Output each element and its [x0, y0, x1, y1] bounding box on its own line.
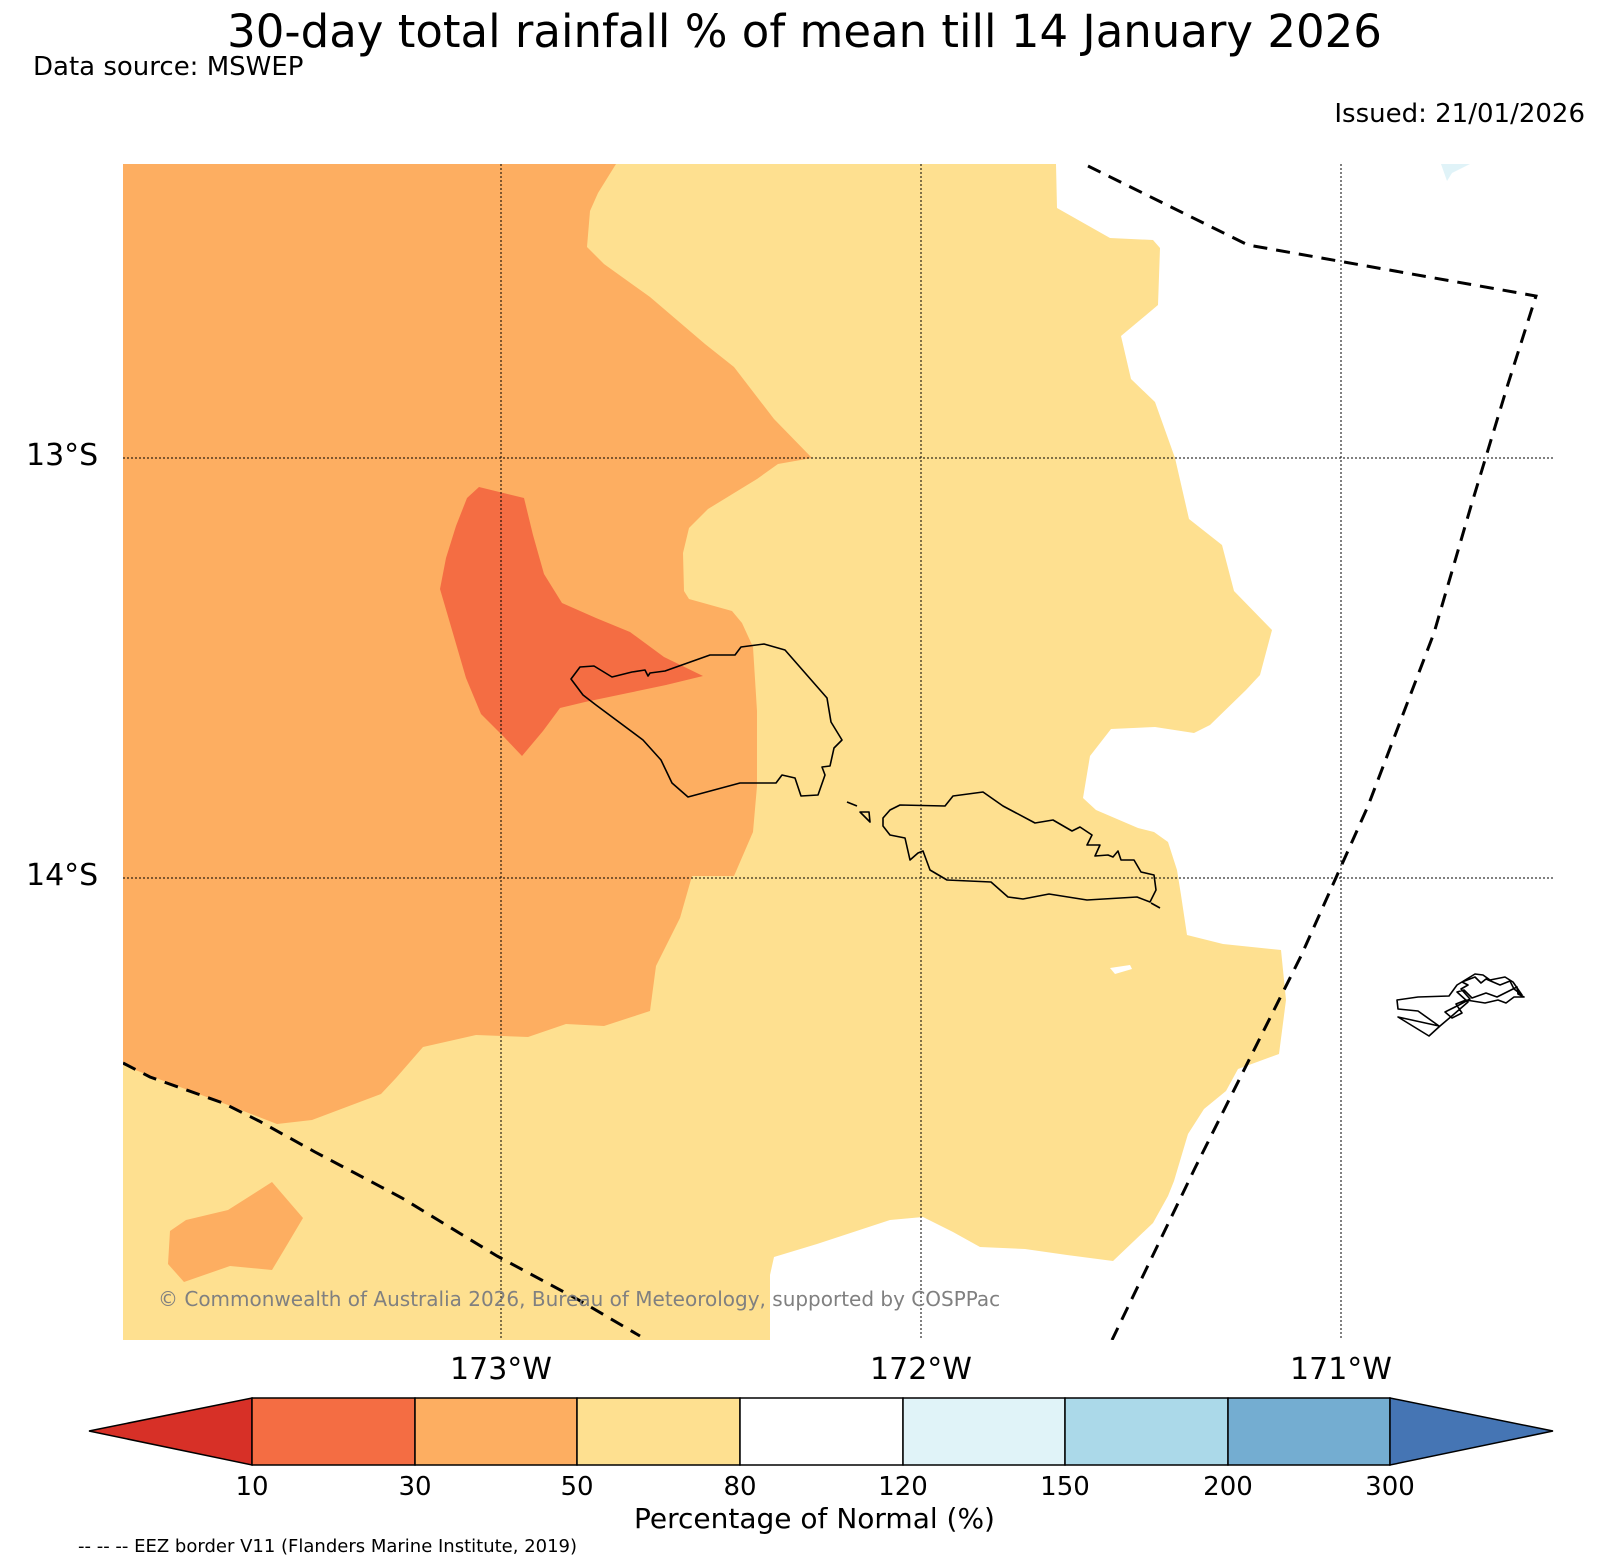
rainfall-zone-30-50-island [168, 1182, 303, 1282]
colorbar-tick: 30 [398, 1472, 432, 1502]
colorbar-bin-50-80 [576, 1397, 741, 1466]
colorbar-tick: 80 [723, 1472, 757, 1502]
eez-border [123, 164, 1538, 1340]
rainfall-zone-80-120-hole [1110, 965, 1132, 974]
colorbar-bin-120-150 [902, 1397, 1066, 1466]
colorbar-extend-low [88, 1397, 253, 1466]
colorbar [88, 1397, 1554, 1466]
colorbar-tick: 120 [878, 1472, 928, 1502]
eez-legend-note: -- -- -- EEZ border V11 (Flanders Marine… [78, 1536, 578, 1557]
longitude-label-171w: 171°W [1290, 1352, 1392, 1387]
longitude-label-173w: 173°W [450, 1352, 552, 1387]
colorbar-title: Percentage of Normal (%) [634, 1502, 995, 1535]
colorbar-bin-10-30 [251, 1397, 416, 1466]
issued-date-label: Issued: 21/01/2026 [1334, 99, 1585, 129]
colorbar-bin-200-300 [1227, 1397, 1391, 1466]
coastline [570, 643, 1525, 1037]
colorbar-extend-high [1389, 1397, 1554, 1466]
colorbar-tick: 300 [1365, 1472, 1415, 1502]
colorbar-tick: 10 [235, 1472, 269, 1502]
colorbar-bin-150-200 [1064, 1397, 1229, 1466]
rainfall-zone-10-30 [440, 487, 703, 756]
latitude-label-13s: 13°S [26, 438, 99, 473]
colorbar-bin-30-50 [414, 1397, 578, 1466]
colorbar-title-row: Percentage of Normal (%) [0, 1502, 1609, 1535]
copyright-notice: © Commonwealth of Australia 2026, Bureau… [158, 1287, 1000, 1311]
longitude-label-172w: 172°W [870, 1352, 972, 1387]
map-title: 30-day total rainfall % of mean till 14 … [227, 5, 1382, 58]
colorbar-tick: 200 [1203, 1472, 1253, 1502]
data-source-label: Data source: MSWEP [33, 52, 304, 82]
colorbar-bin-80-120 [739, 1397, 904, 1466]
colorbar-tick: 150 [1040, 1472, 1090, 1502]
latitude-label-14s: 14°S [26, 858, 99, 893]
rainfall-zone-120-150-speck [1441, 164, 1470, 181]
gridlines [123, 164, 1554, 1340]
rainfall-map: © Commonwealth of Australia 2026, Bureau… [123, 164, 1554, 1340]
colorbar-tick: 50 [560, 1472, 594, 1502]
